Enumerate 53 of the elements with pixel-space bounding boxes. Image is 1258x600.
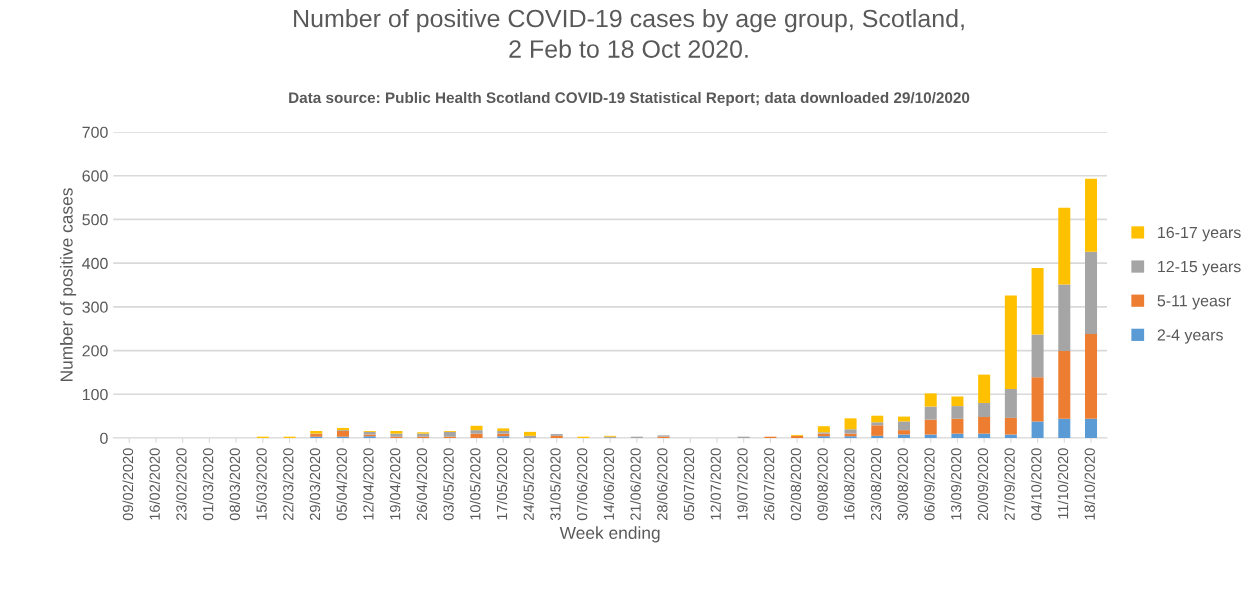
y-tick-label: 700 (82, 126, 108, 138)
x-tick-label: 12/07/2020 (710, 448, 721, 520)
legend-label: 2-4 years (1157, 329, 1223, 344)
x-tick-label: 11/10/2020 (1057, 448, 1069, 519)
x-tick-label: 06/09/2020 (923, 448, 935, 521)
y-tick-label: 0 (100, 432, 108, 444)
y-tick-label: 600 (82, 170, 108, 182)
x-tick-label: 23/02/2020 (175, 448, 187, 520)
x-tick-label: 31/05/2020 (549, 448, 561, 521)
x-tick-label: 14/06/2020 (603, 448, 615, 520)
y-axis-title: Number of positive cases (59, 188, 77, 382)
x-tick-label: 10/05/2020 (469, 448, 481, 520)
x-axis-title: Week ending (559, 526, 660, 543)
x-tick-label: 20/09/2020 (977, 448, 989, 520)
x-tick-label: 15/03/2020 (256, 448, 267, 520)
x-tick-label: 17/05/2020 (496, 448, 508, 520)
x-tick-label: 26/07/2020 (763, 448, 775, 520)
x-tick-label: 29/03/2020 (309, 448, 321, 520)
legend-label: 12-15 years (1158, 260, 1241, 276)
legend-label: 5-11 yeasr (1157, 295, 1231, 310)
legend-label: 16-17 years (1158, 226, 1241, 242)
x-tick-label: 16/08/2020 (843, 448, 855, 520)
chart-title: Number of positive COVID-19 cases by age group, Scotland, 2 Feb to 18 Oct 2020. (294, 9, 964, 58)
x-tick-label: 24/05/2020 (523, 448, 534, 520)
y-tick-label: 100 (82, 388, 108, 401)
y-tick-label: 500 (82, 214, 108, 226)
x-tick-label: 09/02/2020 (122, 448, 134, 521)
x-tick-label: 23/08/2020 (870, 448, 882, 520)
x-tick-label: 27/09/2020 (1004, 448, 1015, 520)
x-tick-label: 18/10/2020 (1084, 448, 1095, 520)
x-tick-label: 26/04/2020 (416, 448, 428, 520)
y-tick-label: 200 (82, 345, 108, 357)
x-tick-label: 13/09/2020 (950, 448, 962, 520)
x-tick-label: 19/07/2020 (736, 448, 748, 520)
x-tick-label: 01/03/2020 (202, 448, 214, 521)
x-tick-label: 16/02/2020 (149, 448, 160, 520)
x-tick-label: 21/06/2020 (630, 448, 641, 520)
x-tick-label: 22/03/2020 (282, 448, 294, 520)
x-tick-label: 12/04/2020 (362, 448, 374, 520)
x-tick-label: 08/03/2020 (229, 448, 241, 521)
x-tick-label: 09/08/2020 (817, 448, 828, 521)
x-tick-label: 04/10/2020 (1030, 448, 1042, 521)
y-tick-label: 300 (82, 301, 108, 313)
x-tick-label: 19/04/2020 (389, 448, 401, 520)
x-tick-label: 07/06/2020 (576, 448, 588, 521)
x-tick-label: 05/07/2020 (683, 448, 695, 521)
x-tick-label: 05/04/2020 (336, 448, 347, 521)
y-tick-label: 400 (82, 257, 108, 270)
x-tick-label: 28/06/2020 (656, 448, 668, 520)
x-tick-label: 02/08/2020 (790, 448, 802, 521)
chart-subtitle: Data source: Public Health Scotland COVID-19 Statistical Report; data downloaded 29/10/2020 (289, 91, 970, 107)
x-tick-label: 30/08/2020 (897, 448, 908, 521)
x-tick-label: 03/05/2020 (443, 448, 454, 521)
